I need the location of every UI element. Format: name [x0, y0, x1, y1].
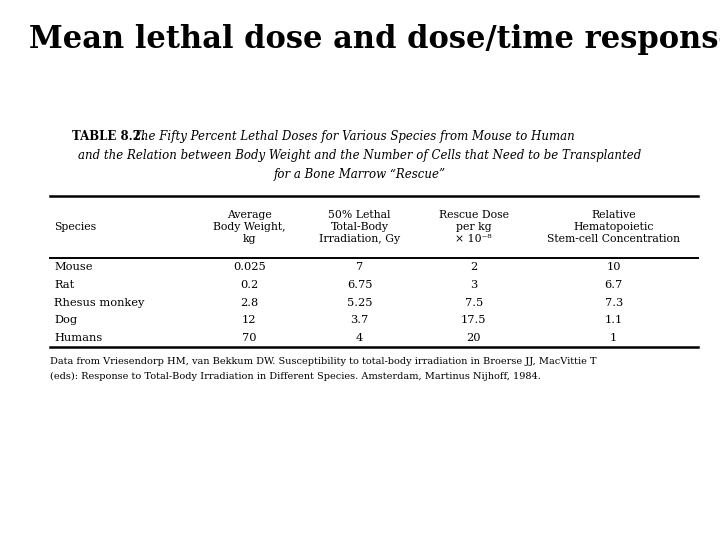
Text: 17.5: 17.5 — [461, 315, 487, 326]
Text: 6.75: 6.75 — [347, 280, 372, 290]
Text: 7: 7 — [356, 262, 364, 272]
Text: Species: Species — [54, 222, 96, 232]
Text: for a Bone Marrow “Rescue”: for a Bone Marrow “Rescue” — [274, 168, 446, 181]
Text: 7.5: 7.5 — [464, 298, 483, 308]
Text: 10: 10 — [606, 262, 621, 272]
Text: 1: 1 — [610, 333, 617, 343]
Text: Relative
Hematopoietic
Stem-cell Concentration: Relative Hematopoietic Stem-cell Concent… — [547, 211, 680, 244]
Text: The Fifty Percent Lethal Doses for Various Species from Mouse to Human: The Fifty Percent Lethal Doses for Vario… — [133, 130, 575, 143]
Text: Average
Body Weight,
kg: Average Body Weight, kg — [213, 211, 286, 244]
Text: Rat: Rat — [54, 280, 74, 290]
Text: 7.3: 7.3 — [605, 298, 623, 308]
Text: 20: 20 — [467, 333, 481, 343]
Text: 2.8: 2.8 — [240, 298, 258, 308]
Text: (eds): Response to Total-Body Irradiation in Different Species. Amsterdam, Marti: (eds): Response to Total-Body Irradiatio… — [50, 372, 541, 381]
Text: 3: 3 — [470, 280, 477, 290]
Text: Data from Vriesendorp HM, van Bekkum DW. Susceptibility to total-body irradiatio: Data from Vriesendorp HM, van Bekkum DW.… — [50, 357, 597, 366]
Text: 12: 12 — [242, 315, 256, 326]
Text: 5.25: 5.25 — [347, 298, 372, 308]
Text: 3.7: 3.7 — [351, 315, 369, 326]
Text: 0.025: 0.025 — [233, 262, 266, 272]
Text: 6.7: 6.7 — [605, 280, 623, 290]
Text: Rhesus monkey: Rhesus monkey — [54, 298, 145, 308]
Text: and the Relation between Body Weight and the Number of Cells that Need to be Tra: and the Relation between Body Weight and… — [78, 149, 642, 162]
Text: 0.2: 0.2 — [240, 280, 258, 290]
Text: Mean lethal dose and dose/time responses: Mean lethal dose and dose/time responses — [29, 24, 720, 55]
Text: 1.1: 1.1 — [605, 315, 623, 326]
Text: 50% Lethal
Total-Body
Irradiation, Gy: 50% Lethal Total-Body Irradiation, Gy — [319, 211, 400, 244]
Text: TABLE 8.2.: TABLE 8.2. — [72, 130, 145, 143]
Text: Rescue Dose
per kg
× 10⁻⁸: Rescue Dose per kg × 10⁻⁸ — [438, 211, 509, 244]
Text: Dog: Dog — [54, 315, 77, 326]
Text: 4: 4 — [356, 333, 364, 343]
Text: 70: 70 — [242, 333, 256, 343]
Text: Humans: Humans — [54, 333, 102, 343]
Text: Mouse: Mouse — [54, 262, 92, 272]
Text: 2: 2 — [470, 262, 477, 272]
